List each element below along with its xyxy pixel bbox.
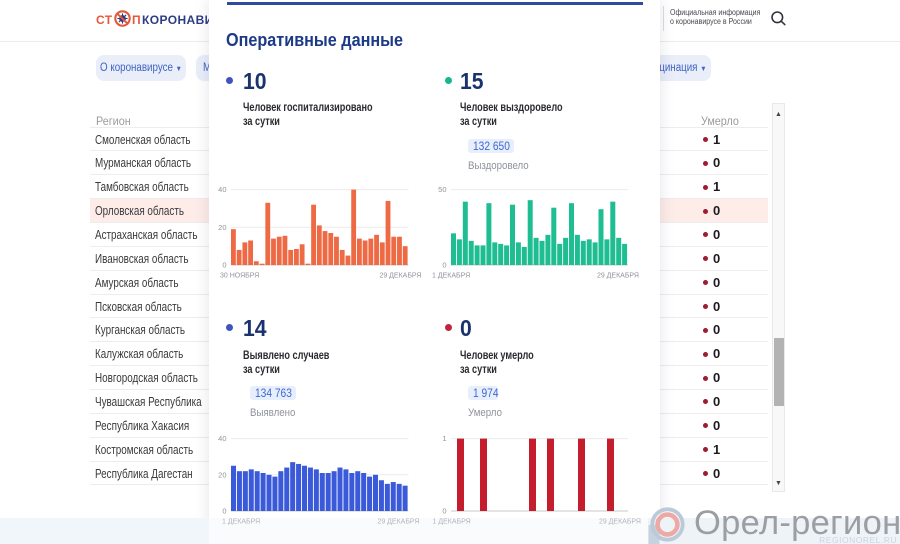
svg-text:20: 20	[218, 223, 226, 232]
svg-text:29 ДЕКАБРЯ: 29 ДЕКАБРЯ	[379, 272, 421, 279]
svg-text:0: 0	[222, 507, 226, 516]
svg-text:20: 20	[218, 470, 226, 479]
svg-text:1 ДЕКАБРЯ: 1 ДЕКАБРЯ	[222, 518, 260, 525]
svg-text:29 ДЕКАБРЯ: 29 ДЕКАБРЯ	[599, 518, 641, 525]
svg-text:0: 0	[442, 261, 446, 270]
svg-text:0: 0	[442, 507, 446, 516]
svg-text:1: 1	[442, 434, 446, 443]
svg-text:1 ДЕКАБРЯ: 1 ДЕКАБРЯ	[432, 272, 470, 279]
svg-text:40: 40	[218, 434, 226, 443]
svg-text:1 ДЕКАБРЯ: 1 ДЕКАБРЯ	[433, 518, 471, 525]
svg-text:29 ДЕКАБРЯ: 29 ДЕКАБРЯ	[377, 518, 419, 525]
svg-text:30 НОЯБРЯ: 30 НОЯБРЯ	[220, 272, 259, 279]
svg-text:40: 40	[218, 185, 226, 194]
svg-text:0: 0	[222, 261, 226, 270]
svg-text:29 ДЕКАБРЯ: 29 ДЕКАБРЯ	[597, 272, 639, 279]
svg-text:50: 50	[438, 185, 446, 194]
